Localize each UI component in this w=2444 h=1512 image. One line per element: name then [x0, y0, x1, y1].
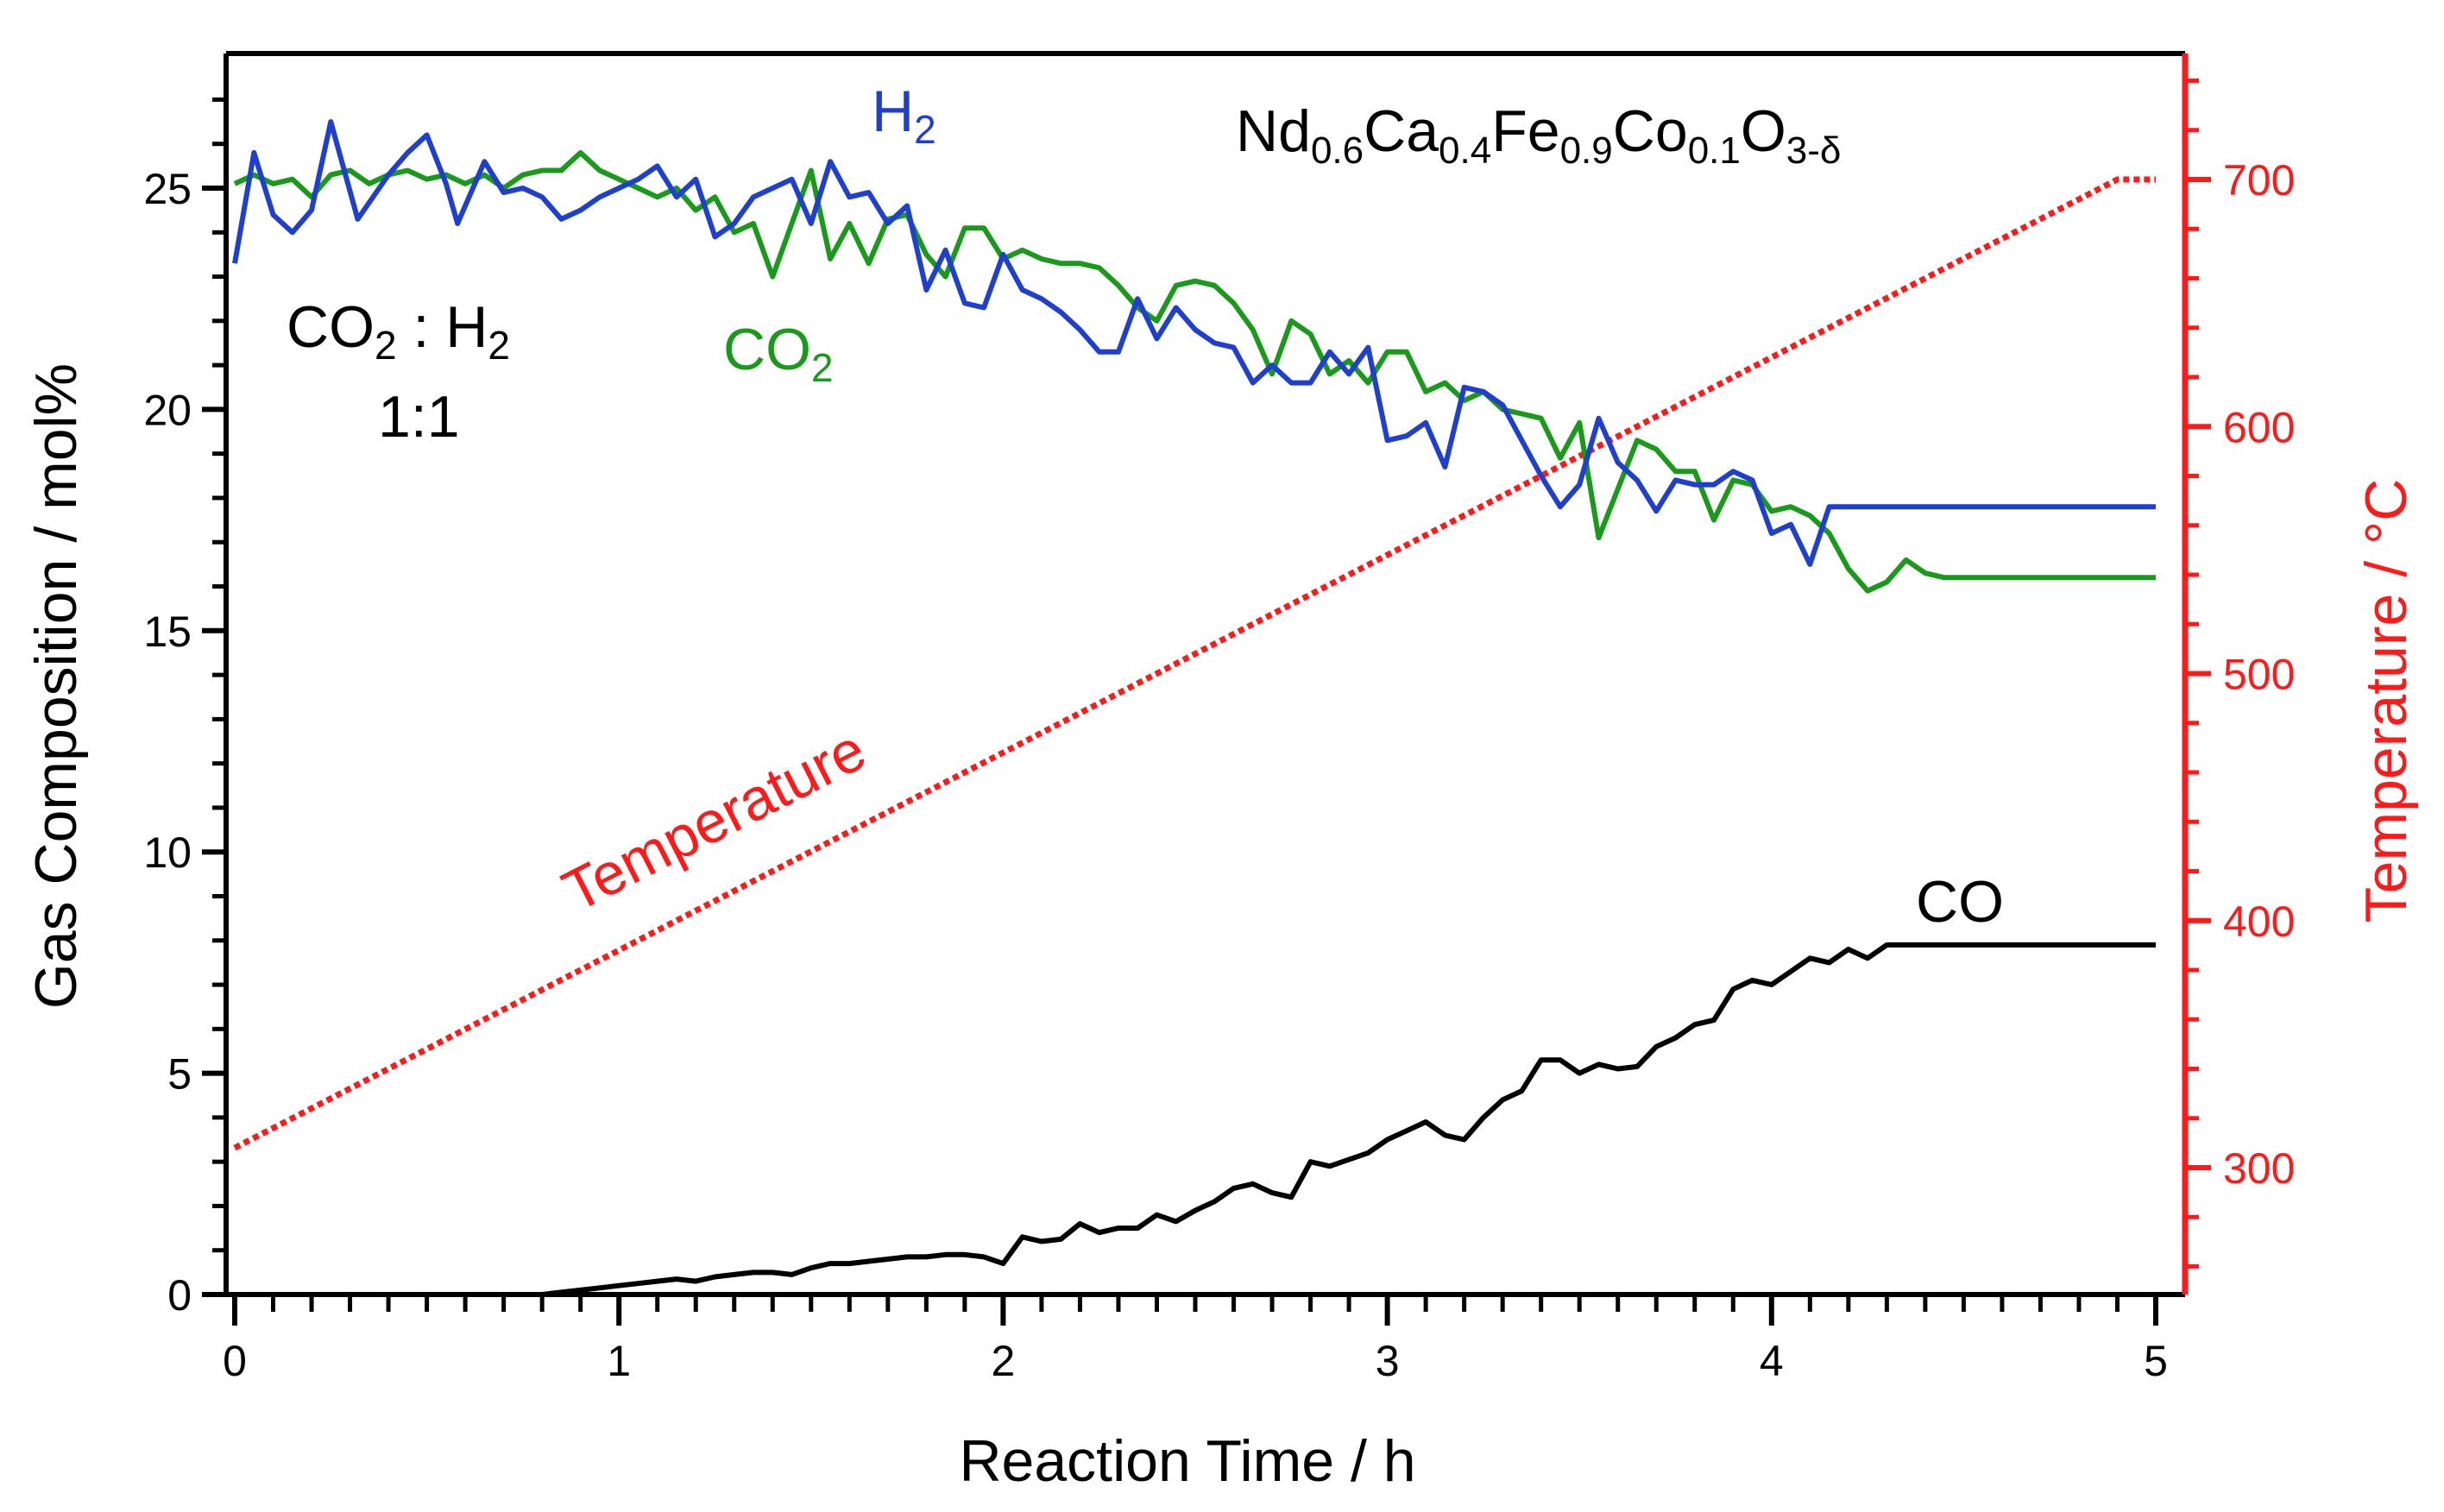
x-tick-label: 4: [1760, 1337, 1784, 1385]
co2-label-sub: 2: [811, 345, 834, 390]
co-series-label: CO: [1916, 869, 2004, 935]
y-tick-label: 15: [143, 608, 192, 656]
formula-subscript: 0.9: [1560, 129, 1613, 172]
ratio-co-main: CO: [287, 294, 375, 360]
y-tick-label: 20: [143, 386, 192, 434]
y2-axis-title: Temperature / °C: [2353, 479, 2419, 923]
x-tick-label: 2: [991, 1337, 1015, 1385]
y-tick-label: 0: [167, 1271, 192, 1320]
series-co-line: [235, 942, 2156, 1297]
ratio-sep: : H: [397, 294, 488, 360]
ratio-h-sub: 2: [488, 323, 510, 368]
ratio-label: CO2 : H2: [287, 294, 510, 368]
formula-element: Fe: [1491, 98, 1559, 164]
formula-subscript: 0.6: [1311, 129, 1364, 172]
y-tick-label: 25: [143, 165, 192, 213]
x-tick-label: 1: [607, 1337, 631, 1385]
plot-frame: [224, 51, 2189, 1297]
y2-tick-label: 300: [2223, 1144, 2295, 1193]
h2-series-label: H2: [872, 79, 936, 152]
formula-element: Nd: [1236, 98, 1311, 164]
formula-subscript: 0.4: [1439, 129, 1491, 172]
ratio-co-sub: 2: [375, 323, 397, 368]
y2-tick-label: 500: [2223, 651, 2295, 699]
series-layer: [232, 119, 2156, 1297]
series-h2-line: [232, 119, 2156, 567]
h2-label-main: H: [872, 79, 914, 144]
ratio-value: 1:1: [378, 384, 460, 450]
h2-label-sub: 2: [914, 107, 936, 152]
formula-subscript: 3-δ: [1786, 129, 1842, 172]
plot-area: [226, 54, 2185, 1295]
y2-tick-label: 600: [2223, 403, 2295, 451]
formula-element: Co: [1613, 98, 1688, 164]
y-tick-label: 10: [143, 828, 192, 877]
x-tick-label: 3: [1376, 1337, 1400, 1385]
x-tick-label: 0: [223, 1337, 247, 1385]
series-co2-line: [233, 150, 2156, 594]
formula-element: Ca: [1364, 98, 1439, 164]
y-tick-label: 5: [167, 1050, 192, 1099]
formula-subscript: 0.1: [1688, 129, 1741, 172]
formula-element: O: [1741, 98, 1786, 164]
y2-tick-label: 400: [2223, 898, 2295, 946]
x-tick-label: 5: [2144, 1337, 2168, 1385]
annotation-layer: Reaction Time / h Gas Composition / mol%…: [23, 79, 2419, 1494]
co2-series-label: CO2: [723, 317, 834, 390]
ticks-layer: 0 1 2 3 4 5 0 5 10 15 20 25 300 400 500 600 700: [143, 79, 2295, 1385]
y-axis-title: Gas Composition / mol%: [23, 363, 89, 1009]
y2-tick-label: 700: [2223, 156, 2295, 205]
x-axis-title: Reaction Time / h: [959, 1428, 1415, 1494]
material-formula: Nd0.6Ca0.4Fe0.9Co0.1O3-δ: [1236, 98, 1841, 172]
co2-label-main: CO: [723, 317, 811, 382]
series-temperature-line: [233, 176, 2156, 1151]
